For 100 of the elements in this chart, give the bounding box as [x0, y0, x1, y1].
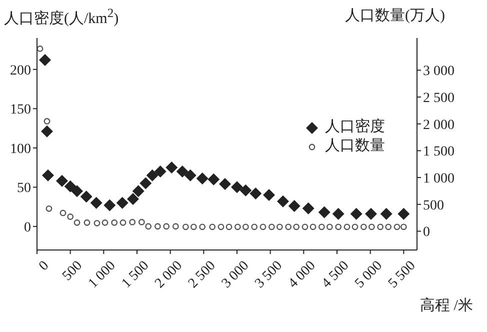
point: [146, 169, 158, 182]
point: [251, 224, 258, 230]
point: [240, 184, 252, 196]
point: [190, 224, 197, 230]
y2-tick-label: 500: [423, 198, 444, 214]
y-tick-label: 0: [24, 220, 31, 236]
point: [352, 224, 358, 230]
y2-tick-label: 1 000: [423, 172, 454, 187]
point: [127, 192, 139, 205]
point: [310, 224, 316, 230]
point: [132, 185, 144, 198]
point: [80, 190, 92, 203]
x-tick-label: 0: [36, 258, 52, 274]
point: [344, 224, 350, 230]
point: [250, 187, 262, 200]
point: [184, 169, 196, 182]
point: [377, 224, 384, 230]
point: [67, 214, 74, 220]
point: [398, 208, 410, 220]
point: [277, 195, 289, 208]
point: [276, 224, 283, 230]
point: [263, 189, 275, 202]
point: [234, 224, 241, 230]
y2-tick-label: 2 000: [423, 118, 454, 133]
point: [182, 224, 189, 230]
point: [360, 224, 367, 230]
y2-tick-label: 2 500: [423, 91, 454, 106]
point: [138, 218, 145, 226]
point: [318, 224, 325, 230]
y-axis-title: 人口密度(人/km$^{2}$): [4, 6, 119, 28]
point: [350, 208, 362, 220]
point: [60, 210, 66, 216]
point: [140, 177, 152, 190]
point: [394, 224, 400, 230]
point: [335, 224, 342, 230]
point: [288, 200, 300, 212]
point: [231, 181, 243, 194]
point: [385, 224, 392, 230]
point: [42, 169, 54, 182]
x-tick-label: 5 500: [386, 258, 419, 292]
point: [116, 196, 128, 209]
y-tick-label: 150: [10, 102, 31, 118]
point: [302, 224, 308, 230]
point: [172, 223, 179, 230]
x-axis-title: 高程 /米: [420, 296, 473, 315]
point: [46, 205, 52, 212]
point: [302, 202, 314, 214]
point: [154, 165, 166, 178]
point: [285, 224, 292, 230]
point: [102, 219, 108, 226]
point: [104, 199, 116, 212]
x-tick-label: 1 500: [119, 258, 152, 292]
y2-axis-title: 人口数量(万人): [345, 7, 445, 25]
point: [39, 54, 51, 66]
point: [37, 46, 44, 52]
point: [318, 206, 330, 218]
y-tick-label: 50: [17, 181, 31, 196]
legend-label: 人口数量: [325, 137, 385, 156]
y2-tick-label: 0: [423, 225, 430, 240]
y2-tick-label: 1 500: [423, 144, 454, 160]
legend-label: 人口密度: [325, 118, 385, 137]
y-tick-label: 100: [10, 142, 31, 157]
x-tick-label: 3 000: [219, 258, 252, 292]
point: [64, 180, 76, 192]
point: [326, 224, 333, 230]
point: [145, 223, 152, 230]
point: [260, 224, 266, 230]
point: [380, 208, 392, 220]
x-tick-label: 4 500: [319, 258, 352, 292]
point: [268, 224, 275, 230]
point: [94, 220, 100, 226]
point: [120, 219, 126, 226]
point: [218, 224, 224, 230]
x-tick-label: 2 500: [186, 258, 219, 292]
x-tick-label: 4 000: [286, 258, 319, 292]
point: [163, 223, 170, 230]
point: [208, 173, 220, 186]
x-tick-label: 500: [60, 258, 86, 284]
point: [400, 224, 407, 230]
y-tick-label: 200: [10, 63, 31, 78]
point: [196, 172, 208, 185]
point: [154, 223, 161, 230]
point: [293, 224, 300, 230]
x-tick-label: 1 000: [86, 258, 119, 292]
point: [41, 125, 53, 138]
x-tick-label: 5 000: [352, 258, 386, 292]
point: [44, 118, 50, 124]
y2-tick-label: 3 000: [423, 64, 454, 80]
point: [242, 224, 249, 230]
point: [166, 162, 178, 174]
point: [209, 224, 216, 230]
point: [111, 219, 118, 226]
x-tick-label: 2 000: [152, 258, 186, 292]
point: [90, 196, 102, 209]
x-tick-label: 3 500: [252, 258, 286, 292]
point: [129, 218, 136, 226]
point: [226, 224, 232, 230]
point: [332, 208, 344, 220]
point: [84, 219, 90, 226]
point: [365, 208, 377, 220]
